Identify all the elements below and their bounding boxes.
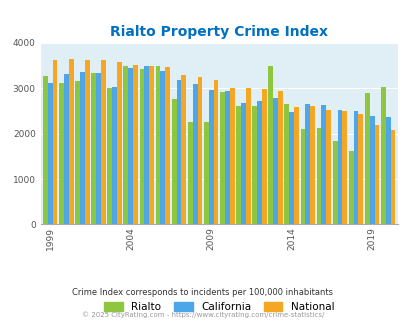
Bar — [43, 76, 48, 224]
Bar — [144, 66, 149, 224]
Bar — [380, 87, 385, 224]
Bar — [268, 66, 273, 224]
Bar — [59, 83, 64, 224]
Bar — [256, 101, 261, 224]
Bar — [171, 99, 176, 224]
Bar — [181, 75, 186, 224]
Text: © 2025 CityRating.com - https://www.cityrating.com/crime-statistics/: © 2025 CityRating.com - https://www.city… — [82, 312, 323, 318]
Bar — [369, 116, 374, 224]
Bar — [284, 104, 288, 224]
Bar — [390, 130, 394, 224]
Bar — [117, 61, 121, 224]
Bar — [332, 141, 337, 224]
Bar — [165, 67, 170, 224]
Bar — [288, 112, 293, 224]
Bar — [326, 110, 330, 224]
Bar — [300, 129, 305, 224]
Bar — [348, 151, 353, 224]
Bar — [176, 80, 181, 224]
Bar — [364, 93, 369, 224]
Text: Crime Index corresponds to incidents per 100,000 inhabitants: Crime Index corresponds to incidents per… — [72, 287, 333, 297]
Bar — [133, 65, 138, 224]
Bar — [48, 83, 53, 224]
Bar — [123, 67, 128, 224]
Bar — [305, 104, 309, 224]
Bar — [75, 81, 80, 224]
Bar — [229, 88, 234, 224]
Title: Rialto Property Crime Index: Rialto Property Crime Index — [110, 25, 327, 39]
Bar — [91, 73, 96, 224]
Bar — [188, 122, 192, 224]
Bar — [316, 128, 321, 224]
Bar — [192, 84, 197, 224]
Bar — [149, 66, 153, 224]
Bar — [261, 89, 266, 224]
Bar — [101, 60, 106, 224]
Bar — [139, 69, 144, 224]
Bar — [273, 98, 277, 224]
Bar — [85, 60, 90, 224]
Bar — [385, 117, 390, 224]
Bar — [68, 59, 73, 224]
Bar — [208, 90, 213, 224]
Bar — [236, 106, 241, 224]
Bar — [321, 105, 326, 224]
Bar — [277, 90, 282, 224]
Bar — [293, 107, 298, 224]
Bar — [197, 77, 202, 224]
Legend: Rialto, California, National: Rialto, California, National — [101, 299, 337, 315]
Bar — [107, 88, 112, 224]
Bar — [64, 74, 68, 224]
Bar — [241, 103, 245, 224]
Bar — [128, 68, 133, 224]
Bar — [160, 71, 165, 224]
Bar — [224, 90, 229, 224]
Bar — [374, 124, 378, 224]
Bar — [220, 92, 224, 224]
Bar — [155, 66, 160, 224]
Bar — [245, 88, 250, 224]
Bar — [341, 112, 346, 224]
Bar — [203, 122, 208, 224]
Bar — [80, 72, 85, 224]
Bar — [53, 60, 58, 224]
Bar — [309, 106, 314, 224]
Bar — [337, 110, 341, 224]
Bar — [96, 73, 101, 224]
Bar — [358, 114, 362, 224]
Bar — [353, 111, 358, 224]
Bar — [112, 87, 117, 224]
Bar — [213, 80, 218, 224]
Bar — [252, 106, 256, 224]
